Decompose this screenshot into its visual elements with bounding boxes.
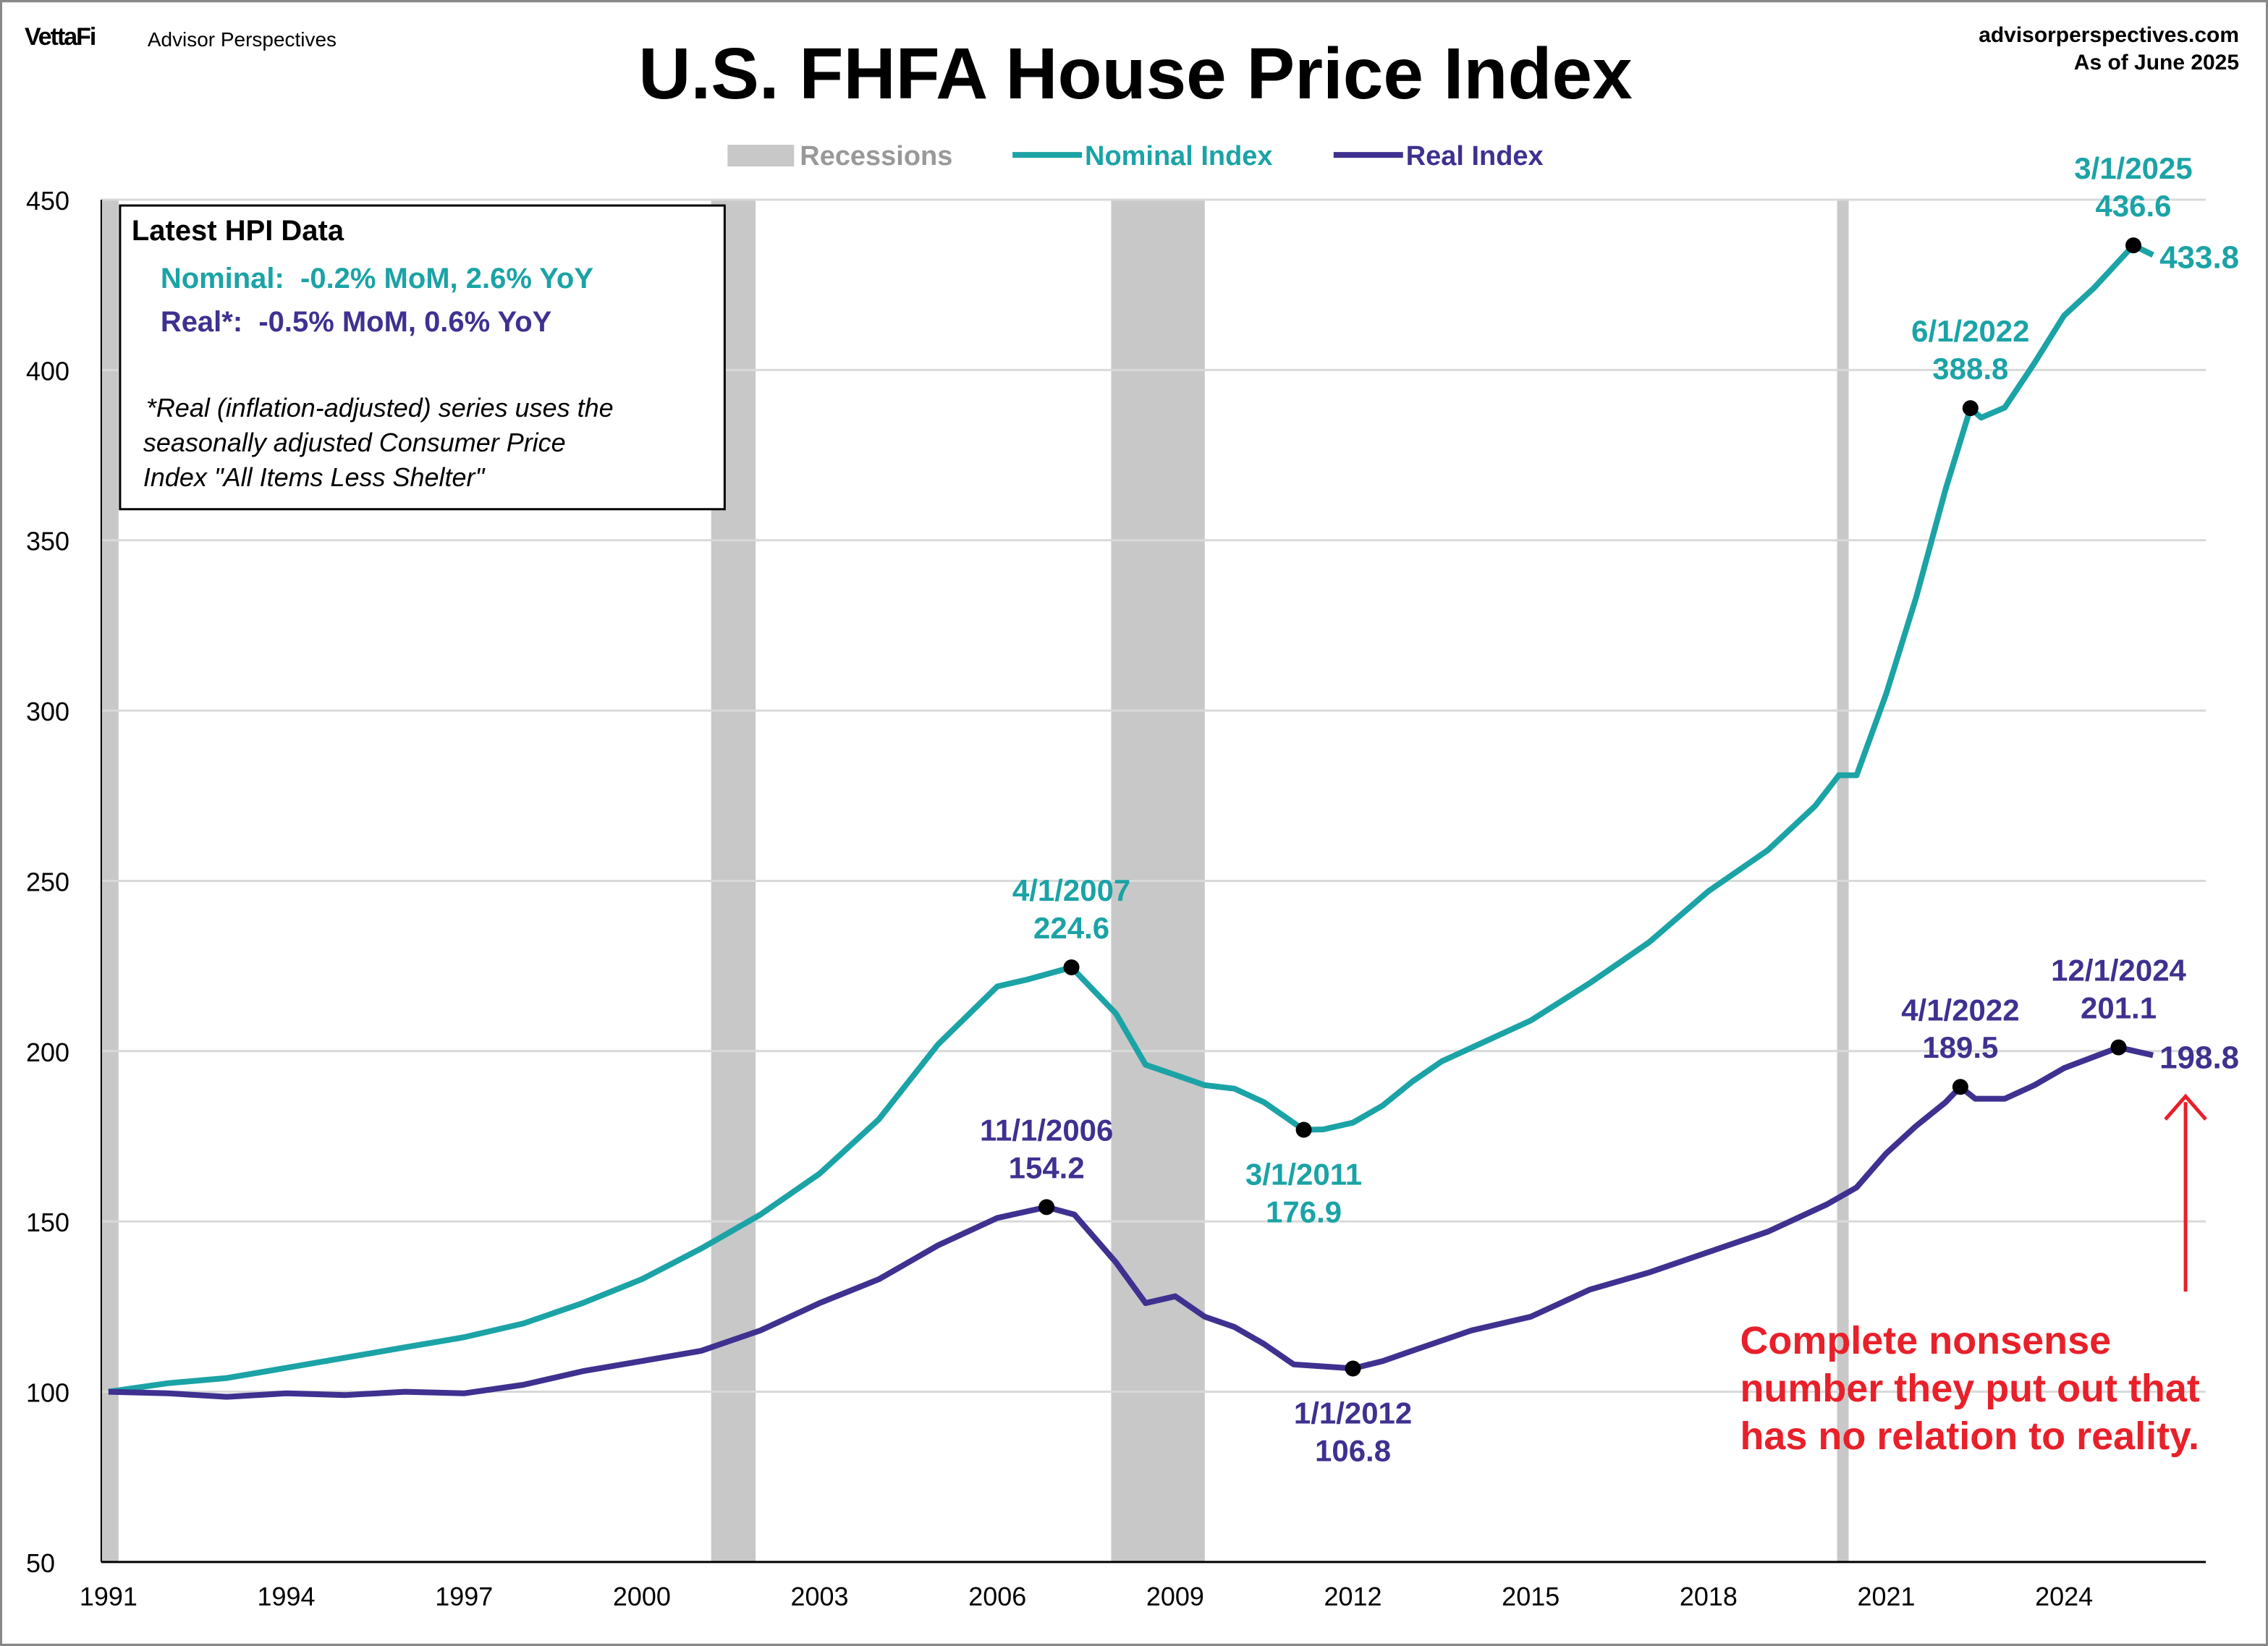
x-tick-label: 2006 — [968, 1582, 1026, 1611]
y-tick-label: 50 — [26, 1548, 55, 1578]
annotation-date: 4/1/2007 — [1012, 873, 1130, 907]
legend-label: Real Index — [1406, 141, 1544, 171]
x-tick-label: 1994 — [258, 1582, 316, 1611]
y-tick-label: 450 — [26, 186, 69, 216]
info-note-line: *Real (inflation-adjusted) series uses t… — [146, 393, 614, 423]
annotation-date: 1/1/2012 — [1294, 1396, 1412, 1430]
x-tick-label: 2003 — [791, 1582, 849, 1611]
y-tick-label: 250 — [26, 867, 69, 896]
y-tick-label: 150 — [26, 1208, 69, 1237]
brand-name: Advisor Perspectives — [148, 28, 337, 51]
x-tick-label: 2024 — [2035, 1582, 2093, 1611]
y-tick-label: 400 — [26, 356, 69, 386]
legend-label: Recessions — [800, 141, 952, 171]
annotation-date: 11/1/2006 — [980, 1113, 1113, 1147]
peak-marker — [1063, 959, 1080, 975]
info-box-title: Latest HPI Data — [132, 215, 344, 247]
peak-marker — [1345, 1360, 1361, 1377]
series-line-nominal — [108, 242, 2154, 1395]
annotation-value: 224.6 — [1033, 911, 1109, 945]
x-tick-label: 2018 — [1680, 1582, 1738, 1611]
info-box-frame — [119, 204, 726, 511]
annotation-value: 176.9 — [1266, 1195, 1342, 1229]
annotation-value: 388.8 — [1932, 352, 2008, 386]
y-tick-label: 350 — [26, 527, 69, 556]
peak-marker — [1962, 400, 1979, 417]
x-tick-label: 2021 — [1858, 1582, 1916, 1611]
peak-marker — [1952, 1079, 1968, 1095]
annotation-value: 436.6 — [2095, 189, 2171, 223]
y-tick-label: 200 — [26, 1038, 69, 1067]
callout-arrow-head-icon — [2164, 1093, 2207, 1121]
x-tick-label: 2009 — [1146, 1582, 1204, 1611]
legend: Recessions Nominal Index Real Index — [727, 141, 1544, 171]
peak-marker — [1295, 1121, 1312, 1138]
annotation-date: 12/1/2024 — [2051, 954, 2186, 988]
info-real: Real*: -0.5% MoM, 0.6% YoY — [161, 306, 552, 338]
peak-marker — [1038, 1199, 1055, 1216]
annotation-date: 3/1/2025 — [2074, 151, 2192, 185]
annotation-date: 3/1/2011 — [1245, 1157, 1362, 1191]
x-tick-label: 2015 — [1502, 1582, 1560, 1611]
x-tick-label: 2000 — [613, 1582, 671, 1611]
vettafi-logo: VettaFi — [25, 23, 96, 51]
y-tick-label: 100 — [26, 1378, 69, 1407]
plot-area: 50 100 150 200 250 300 350 400 450 1991 1994 1997 20… — [26, 151, 2239, 1611]
legend-label: Nominal Index — [1085, 141, 1273, 171]
x-tick-label: 1997 — [435, 1582, 493, 1611]
series-line-real — [108, 1044, 2154, 1400]
info-note-line: Index "All Items Less Shelter" — [143, 462, 486, 492]
callout-line: number they put out that — [1740, 1367, 2199, 1410]
x-tick-label: 2012 — [1324, 1582, 1382, 1611]
callout: Complete nonsense number they put out th… — [1740, 1093, 2207, 1458]
peak-marker — [2110, 1039, 2127, 1056]
info-nominal: Nominal: -0.2% MoM, 2.6% YoY — [161, 263, 594, 294]
annotation-value: 201.1 — [2081, 991, 2157, 1025]
peak-marker — [2125, 237, 2142, 254]
y-tick-label: 300 — [26, 697, 69, 726]
x-tick-label: 1991 — [80, 1582, 137, 1611]
callout-line: has no relation to reality. — [1740, 1414, 2199, 1458]
annotation-value: 154.2 — [1009, 1150, 1085, 1184]
info-note-line: seasonally adjusted Consumer Price — [143, 428, 566, 457]
annotation-date: 6/1/2022 — [1911, 314, 2029, 348]
info-box: Latest HPI Data Nominal: -0.2% MoM, 2.6%… — [119, 204, 726, 511]
annotation-value: 189.5 — [1922, 1030, 1998, 1064]
end-value-label: 433.8 — [2159, 239, 2239, 275]
chart-title: U.S. FHFA House Price Index — [638, 34, 1632, 114]
end-value-label: 198.8 — [2159, 1040, 2239, 1075]
annotation-date: 4/1/2022 — [1901, 993, 2019, 1027]
annotation-value: 106.8 — [1315, 1433, 1391, 1467]
legend-swatch-recessions — [727, 145, 795, 167]
site-url: advisorperspectives.com — [1979, 23, 2239, 47]
as-of-date: As of June 2025 — [2074, 51, 2239, 75]
callout-line: Complete nonsense — [1740, 1319, 2111, 1362]
